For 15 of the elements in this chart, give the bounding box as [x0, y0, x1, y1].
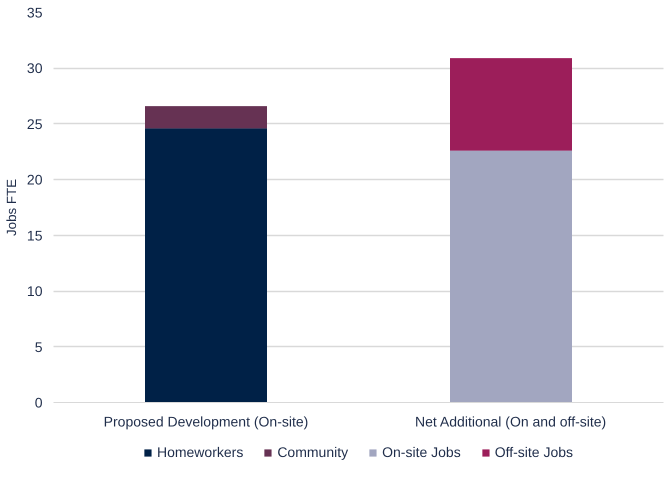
y-tick-label: 35 — [26, 4, 43, 20]
y-tick-label: 20 — [26, 172, 43, 188]
x-tick-label: Proposed Development (On-site) — [104, 414, 308, 430]
legend-label: Off-site Jobs — [494, 444, 574, 460]
legend-label: Community — [277, 444, 348, 460]
y-axis-title: Jobs FTE — [4, 178, 19, 236]
y-tick-label: 10 — [26, 283, 43, 300]
legend-label: Homeworkers — [156, 444, 244, 460]
y-tick-label: 30 — [26, 60, 43, 76]
y-tick-label: 25 — [26, 116, 43, 132]
y-tick-label: 5 — [34, 338, 43, 355]
y-tick-label: 0 — [34, 394, 43, 410]
x-tick-label: Net Additional (On and off-site) — [415, 414, 606, 430]
y-tick-label: 15 — [26, 227, 43, 244]
legend-label: On-site Jobs — [382, 444, 461, 460]
